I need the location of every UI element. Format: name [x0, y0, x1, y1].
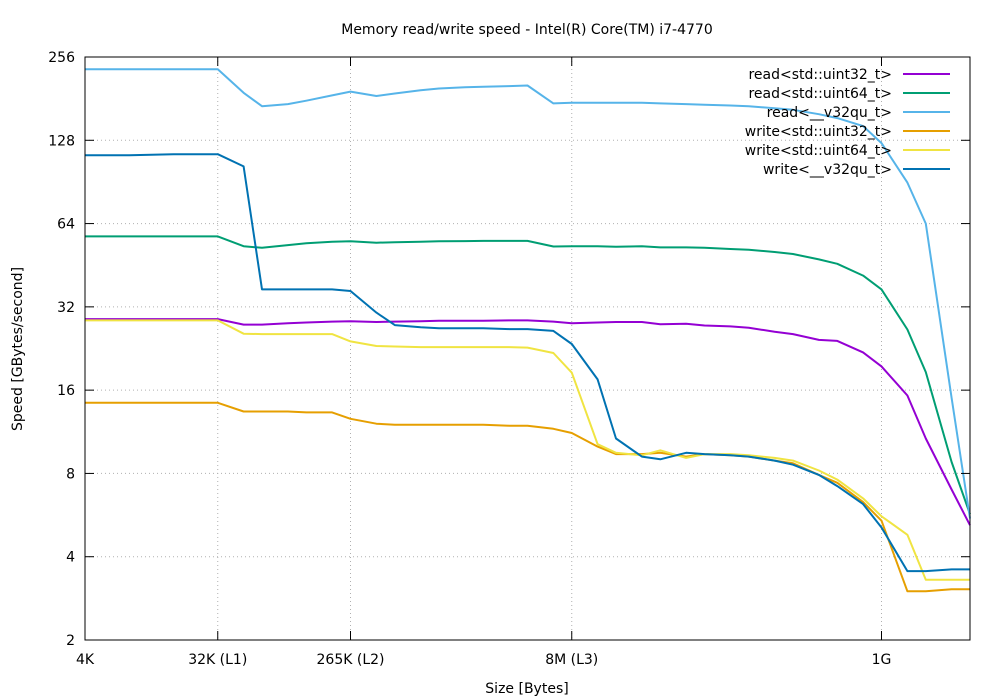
series-line — [85, 235, 971, 515]
y-tick-label: 128 — [48, 133, 75, 149]
chart-title: Memory read/write speed - Intel(R) Core(… — [341, 22, 713, 38]
series-line — [85, 401, 970, 593]
series-line — [85, 319, 970, 581]
y-tick-label: 64 — [57, 217, 75, 233]
y-tick-label: 16 — [57, 383, 75, 399]
x-tick-label: 32K (L1) — [188, 652, 247, 668]
axes: 2 4 8 16 32 64 128 256 4K 32K (L1) 265K (L2) 8M (L3… — [48, 50, 970, 668]
plot-series — [85, 68, 971, 593]
series-line — [85, 68, 971, 519]
x-tick-label: 8M (L3) — [545, 652, 598, 668]
legend-label: write<__v32qu_t> — [763, 162, 892, 178]
legend: read<std::uint32_t>read<std::uint64_t>re… — [745, 67, 950, 178]
y-tick-label: 2 — [66, 633, 75, 649]
plot-frame — [84, 56, 971, 641]
y-tick-label: 256 — [48, 50, 75, 66]
x-tick-label: 1G — [872, 652, 892, 668]
x-tick-label: 265K (L2) — [317, 652, 385, 668]
x-axis-label: Size [Bytes] — [485, 681, 568, 697]
legend-label: write<std::uint32_t> — [745, 124, 892, 140]
legend-label: read<__v32qu_t> — [767, 105, 892, 121]
y-tick-label: 4 — [66, 550, 75, 566]
legend-label: write<std::uint64_t> — [745, 143, 892, 159]
y-tick-label: 8 — [66, 466, 75, 482]
legend-label: read<std::uint32_t> — [748, 67, 892, 83]
x-tick-label: 4K — [76, 652, 95, 668]
y-axis-label: Speed [GBytes/second] — [10, 267, 26, 431]
y-tick-label: 32 — [57, 300, 75, 316]
legend-label: read<std::uint64_t> — [748, 86, 892, 102]
series-line — [85, 153, 970, 573]
series-line — [85, 318, 971, 526]
